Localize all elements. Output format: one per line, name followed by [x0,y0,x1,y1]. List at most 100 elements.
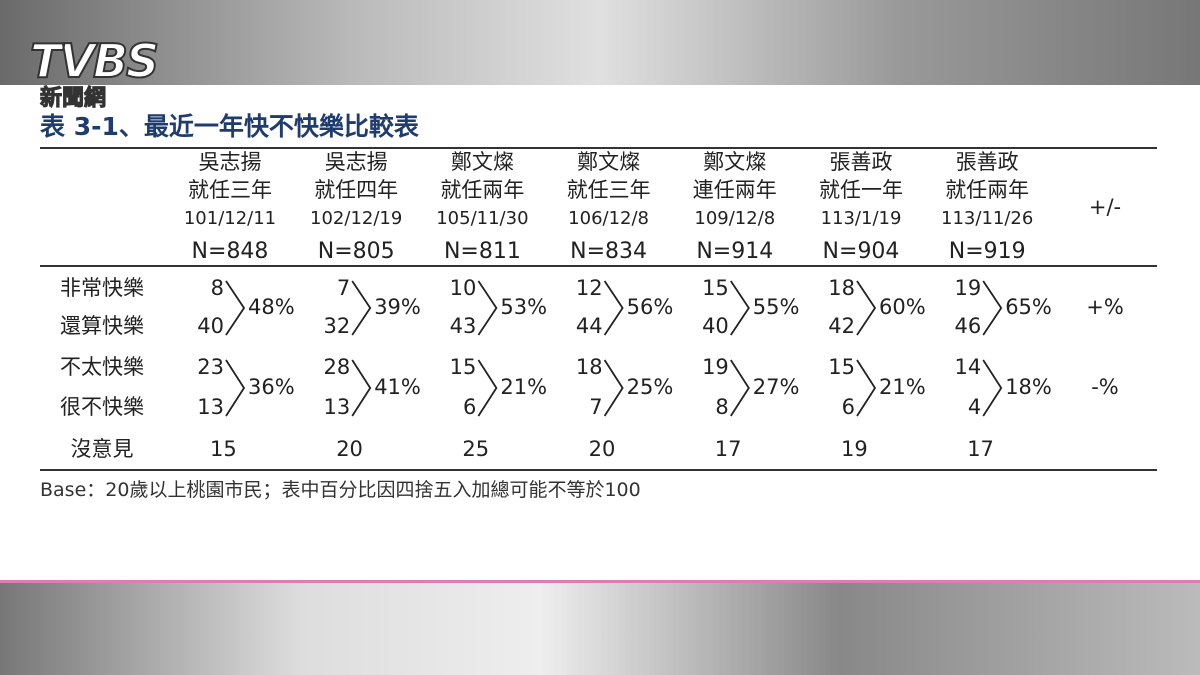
column-n: N=904 [822,239,900,264]
cell-value: 40 [702,314,729,338]
column-name: 鄭文燦 [577,150,641,174]
cell-value: 42 [828,314,855,338]
cell-value: 15 [702,276,729,300]
cell-value: 14 [954,355,982,379]
column-date: 113/1/19 [820,208,902,229]
table-title: 表 3-1、最近一年快不快樂比較表 [40,112,419,141]
rule [40,469,1157,471]
cell-value: 10 [449,276,477,300]
cell-value: 23 [197,355,224,379]
cell-value: 17 [967,437,994,461]
group-percent: 53% [500,295,548,319]
chevron [351,359,372,417]
cell-value: 13 [197,395,224,419]
chevron [603,359,624,417]
row-label: 還算快樂 [60,314,144,338]
cell-value: 19 [702,355,729,379]
cell-value: 13 [323,395,351,419]
column-term: 就任三年 [188,178,272,202]
diff-header: +/- [1088,195,1122,219]
chevron [477,359,498,417]
cell-value: 17 [714,437,742,461]
divider [0,580,1200,583]
column-date: 106/12/8 [568,208,650,229]
cell-value: 7 [589,395,603,419]
cell-value: 20 [336,437,363,461]
group-percent: 21% [500,375,548,399]
column-term: 就任兩年 [945,178,1030,202]
cell-value: 12 [575,276,603,300]
blurred-background [0,0,1200,85]
chevron [730,359,750,417]
column-n: N=919 [948,239,1026,264]
diff-label: +% [1086,295,1124,319]
diff-label: -% [1091,375,1119,399]
group-percent: 21% [879,375,926,399]
chevron [225,280,246,336]
cell-value: 20 [588,437,616,461]
chevron [477,280,498,336]
group-percent: 60% [879,295,926,319]
group-percent: 39% [374,295,421,319]
logo-brand: TVBS [29,34,160,88]
group-percent: 18% [1005,375,1052,399]
cell-value: 4 [967,395,982,419]
cell-value: 6 [463,395,477,419]
cell-value: 32 [323,314,351,338]
cell-value: 15 [449,355,477,379]
row-label: 非常快樂 [60,276,144,300]
column-n: N=811 [443,239,521,264]
cell-value: 46 [954,314,982,338]
group-percent: 36% [248,375,295,399]
column-term: 就任三年 [566,178,651,202]
column-name: 鄭文燦 [703,150,767,174]
chevron [225,359,246,417]
row-label: 很不快樂 [60,395,144,419]
column-term: 連任兩年 [692,178,777,202]
cell-value: 44 [575,314,603,338]
column-n: N=848 [191,239,269,264]
group-percent: 65% [1005,295,1052,319]
group-percent: 55% [752,295,800,319]
chevron [982,280,1003,336]
chevron [603,280,624,336]
cell-value: 25 [462,437,490,461]
column-date: 105/11/30 [436,208,529,229]
logo-sub: 新聞網 [39,86,107,111]
column-date: 102/12/19 [310,208,403,229]
row-label: 沒意見 [70,437,134,461]
column-n: N=914 [696,239,774,264]
cell-value: 8 [715,395,729,419]
cell-value: 18 [828,276,855,300]
column-date: 113/11/26 [941,208,1034,229]
column-term: 就任兩年 [440,178,525,202]
cell-value: 7 [336,276,351,300]
column-name: 張善政 [955,150,1019,174]
cell-value: 15 [828,355,855,379]
group-percent: 48% [248,295,295,319]
column-term: 就任一年 [819,178,903,202]
column-n: N=805 [317,239,395,264]
row-label: 不太快樂 [60,355,144,379]
group-percent: 56% [626,295,674,319]
chevron [351,280,372,336]
group-percent: 27% [752,375,800,399]
cell-value: 18 [575,355,603,379]
column-name: 吳志揚 [198,150,262,174]
group-percent: 25% [626,375,674,399]
chevron [856,359,877,417]
column-date: 101/12/11 [183,208,277,229]
chevron [982,359,1003,417]
chevron [856,280,877,336]
footnote: Base：20歲以上桃園市民；表中百分比因四捨五入加總可能不等於100 [40,479,641,501]
cell-value: 28 [323,355,351,379]
column-name: 鄭文燦 [450,150,514,174]
cell-value: 6 [841,395,855,419]
column-name: 吳志揚 [324,150,388,174]
blurred-background [0,583,1200,675]
rule [40,147,1157,149]
column-date: 109/12/8 [694,208,776,229]
cell-value: 15 [210,437,237,461]
